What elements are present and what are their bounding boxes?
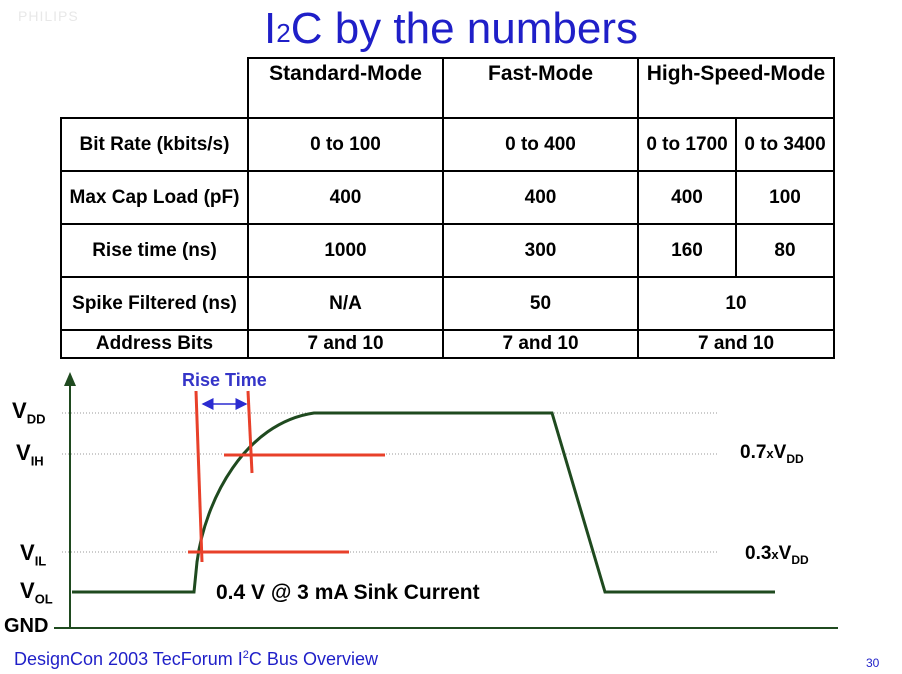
cell-fast: 0 to 400	[442, 117, 639, 172]
row-label: Address Bits	[60, 329, 249, 359]
page-title: I2C by the numbers	[0, 4, 902, 54]
y-axis-arrow	[64, 372, 76, 386]
vih-label: VIH	[16, 440, 44, 469]
vih-ratio-label: 0.7xVDD	[740, 442, 804, 466]
table-header-row: Standard-Mode Fast-Mode High-Speed-Mode	[61, 57, 835, 119]
cell-hs-b: 0 to 3400	[735, 117, 835, 172]
signal-waveform	[72, 411, 775, 594]
cell-hs-a: 0 to 1700	[637, 117, 737, 172]
table-row: Bit Rate (kbits/s) 0 to 100 0 to 400 0 t…	[60, 117, 835, 172]
title-prefix: I	[264, 4, 277, 53]
table-row: Rise time (ns) 1000 300 160 80	[60, 223, 835, 278]
title-rest: C by the numbers	[290, 4, 638, 53]
cell-hs-b: 100	[735, 170, 835, 225]
cell-hs-a: 400	[637, 170, 737, 225]
header-fast: Fast-Mode	[442, 57, 639, 119]
table-row: Address Bits 7 and 10 7 and 10 7 and 10	[60, 329, 835, 359]
table-corner	[61, 58, 249, 119]
cell-standard: 7 and 10	[247, 329, 444, 359]
cell-hs: 7 and 10	[637, 329, 835, 359]
vol-label: VOL	[20, 578, 53, 607]
cell-fast: 7 and 10	[442, 329, 639, 359]
gnd-label: GND	[4, 615, 49, 637]
rise-end-marker	[246, 390, 254, 474]
header-standard: Standard-Mode	[247, 57, 444, 119]
row-label: Bit Rate (kbits/s)	[60, 117, 249, 172]
vil-label: VIL	[20, 540, 47, 569]
footer: DesignCon 2003 TecForum I2C Bus Overview	[14, 649, 378, 669]
row-label: Spike Filtered (ns)	[60, 276, 249, 331]
sink-current-label: 0.4 V @ 3 mA Sink Current	[216, 581, 480, 604]
cell-standard: 1000	[247, 223, 444, 278]
cell-standard: 400	[247, 170, 444, 225]
vil-ratio-label: 0.3xVDD	[745, 543, 809, 567]
cell-hs-a: 160	[637, 223, 737, 278]
rise-time-label: Rise Time	[182, 370, 267, 390]
rise-start-marker	[194, 390, 204, 563]
row-label: Max Cap Load (pF)	[60, 170, 249, 225]
table-row: Spike Filtered (ns) N/A 50 10	[60, 276, 835, 331]
cell-hs: 10	[637, 276, 835, 331]
vdd-label: VDD	[12, 398, 46, 427]
page-number: 30	[866, 656, 880, 670]
header-high-speed: High-Speed-Mode	[637, 57, 835, 119]
brand-logo: PHILIPS	[18, 8, 79, 24]
cell-fast: 300	[442, 223, 639, 278]
cell-standard: 0 to 100	[247, 117, 444, 172]
cell-fast: 400	[442, 170, 639, 225]
table-row: Max Cap Load (pF) 400 400 400 100	[60, 170, 835, 225]
spec-table: Standard-Mode Fast-Mode High-Speed-Mode …	[60, 57, 835, 359]
title-sup: 2	[276, 18, 291, 48]
cell-hs-b: 80	[735, 223, 835, 278]
cell-standard: N/A	[247, 276, 444, 331]
cell-fast: 50	[442, 276, 639, 331]
row-label: Rise time (ns)	[60, 223, 249, 278]
